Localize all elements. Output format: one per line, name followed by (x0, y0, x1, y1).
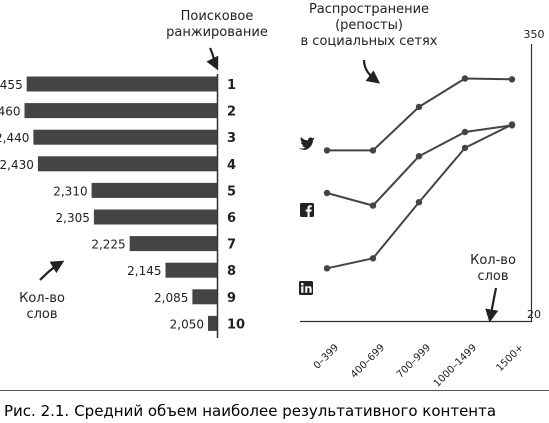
word-count-label-line-2: слов (26, 307, 57, 322)
point-linkedin-4 (508, 121, 516, 128)
bar-value-label: 2,455 (0, 78, 23, 92)
x-tick-label: 1500+ (494, 342, 526, 374)
twitter-icon (299, 137, 315, 150)
bar-rank-6 (93, 209, 217, 225)
bar-value-label: 2,225 (91, 238, 125, 252)
rank-label: 1 (227, 78, 236, 93)
ranking-title-line-1: Поисковое (181, 9, 254, 24)
rank-label: 9 (227, 291, 236, 306)
ranking-title-line-2: ранжирование (166, 25, 268, 40)
x-tick-label: 0–399 (312, 342, 341, 371)
facebook-icon (300, 203, 314, 217)
y-tick-350: 350 (524, 28, 545, 41)
rank-label: 8 (227, 264, 236, 279)
word-count-arrow-icon (39, 260, 65, 281)
point-linkedin-1 (369, 255, 377, 262)
linkedin-icon (299, 281, 313, 295)
bar-value-label: 2,145 (127, 264, 161, 278)
point-twitter-1 (369, 147, 377, 154)
x-tick-label: 400–699 (349, 342, 387, 380)
bar-rank-2 (24, 103, 217, 119)
point-linkedin-0 (323, 265, 331, 272)
rank-label: 4 (227, 158, 236, 173)
rank-label: 3 (227, 131, 236, 146)
point-facebook-1 (369, 202, 377, 209)
bar-rank-9 (192, 289, 217, 305)
bar-rank-5 (91, 182, 217, 198)
bar-rank-8 (165, 262, 217, 278)
bar-rank-3 (33, 129, 218, 145)
series-line-twitter (327, 77, 513, 152)
point-twitter-0 (323, 147, 331, 154)
shares-title-arrow-icon (362, 59, 381, 84)
series-line-linkedin (326, 123, 513, 270)
bar-rank-1 (26, 76, 218, 92)
shares-title-line-3: в социальных сетях (301, 34, 438, 49)
x-tick-label: 700–999 (395, 342, 433, 380)
bar-value-label: 2,310 (53, 184, 87, 198)
point-facebook-2 (415, 153, 423, 160)
bar-value-label: 2,085 (154, 291, 188, 305)
shares-title-line-1: Распространение (309, 2, 429, 17)
ranking-bar-chart: Поисковое ранжирование 2,455 1 2,460 2 2,440… (0, 9, 268, 338)
x-tick-label: 1000–1499 (432, 342, 479, 389)
rank-label: 6 (227, 211, 236, 226)
shares-xlabel-arrow-icon (485, 287, 499, 323)
point-linkedin-3 (461, 144, 469, 152)
bar-value-label: 2,440 (0, 131, 29, 145)
bar-rank-10 (208, 315, 217, 331)
shares-xlabel-line-1: Кол-во (470, 253, 516, 268)
point-twitter-3 (461, 75, 469, 82)
y-tick-20: 20 (527, 308, 541, 321)
lines-layer (323, 75, 516, 272)
rank-label: 7 (227, 238, 236, 253)
ranking-title-arrow-icon (206, 47, 219, 71)
bars-layer: 2,455 1 2,460 2 2,440 3 2,430 4 2,310 5 2,305 6 2,22… (0, 76, 245, 332)
point-twitter-2 (415, 103, 423, 111)
point-twitter-4 (508, 76, 516, 83)
word-count-label-line-1: Кол-во (19, 291, 65, 306)
bar-value-label: 2,430 (0, 158, 34, 172)
caption: Рис. 2.1. Средний объем наиболее результа… (4, 402, 496, 420)
caption-text: Средний объем наиболее результативного к… (74, 402, 496, 420)
bar-value-label: 2,460 (0, 105, 21, 119)
shares-line-chart: Распространение (репосты) в социальных с… (299, 2, 545, 390)
bar-rank-4 (37, 156, 218, 172)
bar-value-label: 2,305 (56, 211, 90, 225)
point-linkedin-2 (415, 199, 423, 206)
shares-title-line-2: (репосты) (335, 18, 403, 33)
rank-label: 2 (227, 105, 236, 120)
shares-xlabel-line-2: слов (477, 269, 508, 284)
bar-value-label: 2,050 (170, 317, 204, 331)
bar-rank-7 (129, 236, 217, 252)
point-facebook-0 (323, 189, 331, 197)
rank-label: 5 (227, 184, 236, 199)
point-facebook-3 (461, 128, 469, 136)
rank-label: 10 (227, 317, 245, 332)
caption-prefix: Рис. 2.1. (4, 402, 69, 420)
